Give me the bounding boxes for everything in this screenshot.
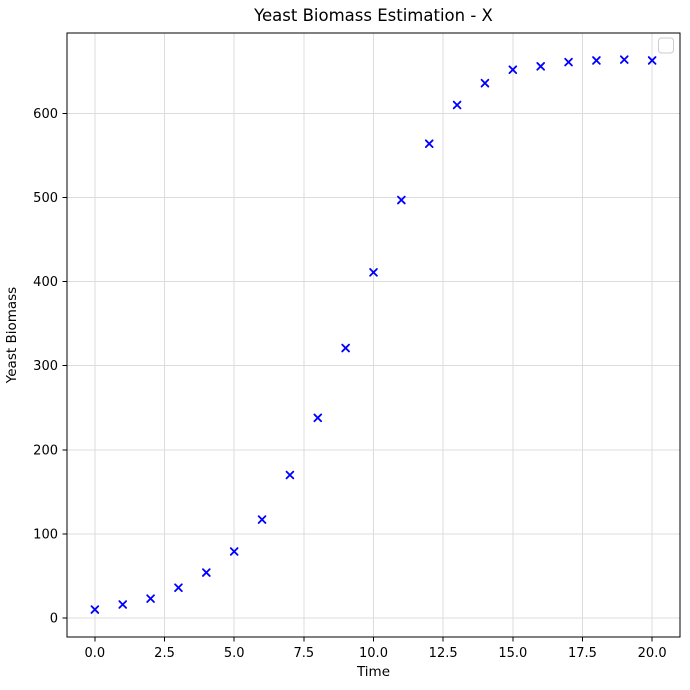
data-point-marker	[285, 470, 295, 480]
y-tick-label: 0	[50, 611, 58, 626]
data-point-marker	[174, 583, 183, 592]
x-tick-label: 20.0	[638, 646, 667, 661]
data-point-marker	[619, 55, 629, 64]
y-tick-label: 400	[33, 275, 58, 290]
data-point-marker	[536, 62, 545, 71]
data-point-marker	[369, 268, 378, 277]
data-point-marker	[257, 515, 267, 524]
data-point-marker	[452, 100, 462, 110]
data-point-marker	[397, 195, 406, 205]
data-point-marker	[341, 343, 350, 353]
x-tick-label: 2.5	[154, 646, 175, 661]
x-tick-label: 0.0	[85, 646, 106, 661]
data-point-marker	[229, 547, 239, 556]
scatter-points	[90, 55, 657, 614]
data-point-marker	[564, 57, 573, 67]
x-tick-label: 17.5	[568, 646, 597, 661]
data-point-marker	[313, 413, 323, 423]
x-tick-label: 12.5	[429, 646, 458, 661]
y-tick-label: 300	[33, 359, 58, 374]
y-tick-label: 600	[33, 107, 58, 122]
data-point-marker	[647, 56, 657, 65]
axis-ticks: 0.0 2.5 5.0 7.5 10.0 12.5 15.0 17.5 20.0 0 100 200 3…	[33, 107, 666, 661]
x-tick-label: 15.0	[498, 646, 527, 661]
x-axis-label: Time	[356, 664, 390, 680]
x-tick-label: 10.0	[359, 646, 388, 661]
y-tick-label: 100	[33, 527, 58, 542]
data-point-marker	[146, 594, 155, 603]
legend-box	[658, 37, 674, 54]
x-tick-label: 5.0	[224, 646, 245, 661]
data-point-marker	[118, 600, 128, 609]
data-point-marker	[480, 78, 490, 88]
x-tick-label: 7.5	[293, 646, 314, 661]
data-point-marker	[424, 139, 434, 149]
gridlines	[67, 33, 680, 637]
y-tick-label: 200	[33, 443, 58, 458]
data-point-marker	[90, 605, 100, 614]
y-axis-label: Yeast Biomass	[4, 287, 20, 384]
data-point-marker	[508, 65, 518, 75]
data-point-marker	[202, 568, 211, 577]
y-tick-label: 500	[33, 191, 58, 206]
chart-title: Yeast Biomass Estimation - X	[253, 6, 493, 25]
data-point-marker	[592, 56, 601, 65]
